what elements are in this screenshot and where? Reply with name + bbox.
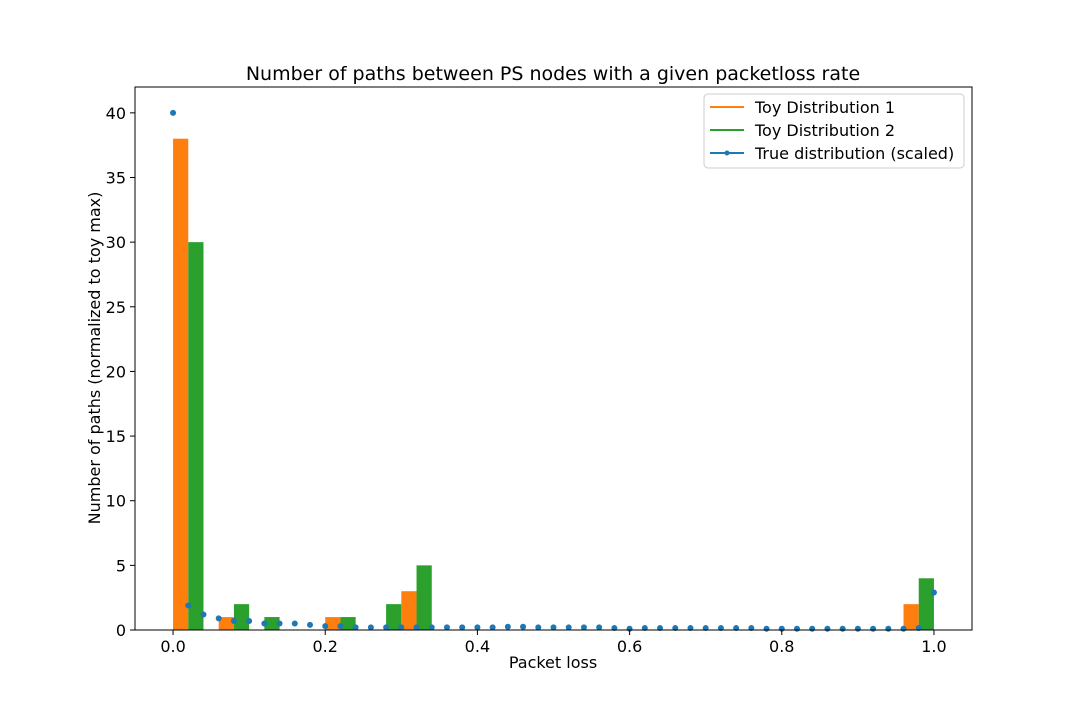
point-true-distribution-20 bbox=[474, 624, 481, 631]
y-axis-title: Number of paths (normalized to toy max) bbox=[85, 192, 104, 525]
y-tick-label-4: 20 bbox=[106, 362, 126, 381]
chart-title: Number of paths between PS nodes with a … bbox=[246, 63, 860, 85]
y-tick-label-3: 15 bbox=[106, 427, 126, 446]
point-true-distribution-39 bbox=[763, 625, 770, 632]
x-axis-title: Packet loss bbox=[509, 653, 597, 672]
bar-series-1-1 bbox=[218, 617, 234, 630]
point-true-distribution-14 bbox=[383, 624, 390, 631]
y-tick-label-5: 25 bbox=[106, 298, 126, 317]
legend-label-toy-distribution-2: Toy Distribution 2 bbox=[754, 121, 895, 140]
y-tick-label-1: 5 bbox=[116, 556, 126, 575]
point-true-distribution-3 bbox=[215, 615, 222, 622]
x-tick-label-3: 0.6 bbox=[617, 637, 642, 656]
point-true-distribution-50 bbox=[930, 589, 937, 596]
point-true-distribution-8 bbox=[291, 620, 298, 627]
legend: Toy Distribution 1 Toy Distribution 2 Tr… bbox=[703, 93, 965, 169]
point-true-distribution-1 bbox=[185, 602, 192, 609]
point-true-distribution-16 bbox=[413, 624, 420, 631]
point-true-distribution-44 bbox=[839, 625, 846, 632]
legend-marker-true-distribution bbox=[724, 150, 730, 156]
point-true-distribution-46 bbox=[870, 625, 877, 632]
point-true-distribution-9 bbox=[307, 621, 314, 628]
point-true-distribution-48 bbox=[900, 625, 907, 632]
point-true-distribution-15 bbox=[398, 624, 405, 631]
x-tick-label-2: 0.4 bbox=[465, 637, 490, 656]
y-axis: 0 5 10 15 20 25 30 35 40 bbox=[106, 104, 135, 640]
point-true-distribution-28 bbox=[596, 624, 603, 631]
point-true-distribution-10 bbox=[322, 623, 329, 630]
legend-frame bbox=[703, 93, 965, 169]
bar-series-1-3 bbox=[325, 617, 341, 630]
point-true-distribution-4 bbox=[230, 617, 237, 624]
bar-series-1-0 bbox=[173, 138, 189, 630]
point-true-distribution-45 bbox=[854, 625, 861, 632]
legend-label-true-distribution: True distribution (scaled) bbox=[754, 144, 954, 163]
y-tick-label-7: 35 bbox=[106, 169, 126, 188]
point-true-distribution-12 bbox=[352, 624, 359, 631]
point-true-distribution-42 bbox=[809, 625, 816, 632]
point-true-distribution-24 bbox=[535, 624, 542, 631]
bar-series-2-0 bbox=[188, 242, 204, 630]
bars-layer bbox=[173, 138, 934, 630]
bar-series-2-4 bbox=[386, 604, 402, 630]
point-true-distribution-6 bbox=[261, 620, 268, 627]
y-tick-label-2: 10 bbox=[106, 492, 126, 511]
y-tick-label-6: 30 bbox=[106, 233, 126, 252]
point-true-distribution-7 bbox=[276, 620, 283, 627]
bar-series-2-2 bbox=[264, 617, 280, 630]
x-tick-label-4: 0.8 bbox=[769, 637, 794, 656]
legend-label-toy-distribution-1: Toy Distribution 1 bbox=[754, 98, 895, 117]
point-true-distribution-19 bbox=[459, 624, 466, 631]
point-true-distribution-5 bbox=[246, 617, 253, 624]
x-axis: 0.0 0.2 0.4 0.6 0.8 1.0 bbox=[160, 630, 947, 656]
point-true-distribution-2 bbox=[200, 611, 207, 618]
bar-series-2-6 bbox=[918, 578, 934, 630]
point-true-distribution-17 bbox=[428, 624, 435, 631]
point-true-distribution-41 bbox=[793, 625, 800, 632]
point-true-distribution-18 bbox=[443, 624, 450, 631]
bar-series-2-1 bbox=[233, 604, 250, 630]
point-true-distribution-26 bbox=[565, 624, 572, 631]
point-true-distribution-22 bbox=[504, 623, 511, 630]
y-tick-label-0: 0 bbox=[116, 621, 126, 640]
bar-series-1-6 bbox=[903, 604, 919, 630]
point-true-distribution-27 bbox=[580, 624, 587, 631]
point-true-distribution-25 bbox=[550, 624, 557, 631]
plot-area-frame bbox=[134, 86, 973, 631]
x-tick-label-1: 0.2 bbox=[313, 637, 338, 656]
point-true-distribution-47 bbox=[885, 625, 892, 632]
point-true-distribution-23 bbox=[520, 623, 527, 630]
bar-series-2-3 bbox=[340, 617, 356, 630]
bar-series-1-5 bbox=[401, 591, 417, 630]
bar-series-2-5 bbox=[416, 565, 432, 630]
x-tick-label-5: 1.0 bbox=[921, 637, 946, 656]
point-true-distribution-43 bbox=[824, 625, 831, 632]
point-true-distribution-21 bbox=[489, 624, 496, 631]
y-tick-label-8: 40 bbox=[106, 104, 126, 123]
x-tick-label-0: 0.0 bbox=[160, 637, 185, 656]
point-true-distribution-13 bbox=[367, 624, 374, 631]
point-true-distribution-11 bbox=[337, 623, 344, 630]
point-true-distribution-0 bbox=[170, 109, 177, 116]
